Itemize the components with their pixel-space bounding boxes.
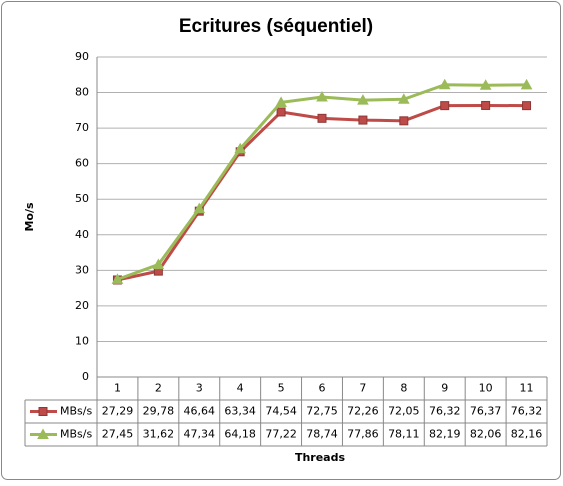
chart-title: Ecritures (séquentiel): [179, 16, 373, 37]
table-value: 76,37: [470, 405, 502, 418]
marker: [317, 113, 327, 123]
marker: [357, 94, 369, 105]
table-value: 46,64: [184, 405, 216, 418]
marker: [520, 78, 533, 90]
marker: [193, 202, 206, 214]
marker: [479, 79, 492, 90]
table-value: 76,32: [511, 405, 543, 418]
table-value: 82,19: [429, 428, 461, 441]
table-value: 82,06: [470, 428, 502, 441]
x-tick-label: 3: [196, 382, 203, 395]
y-tick-label: 80: [75, 86, 89, 99]
marker: [438, 78, 451, 90]
table-value: 29,78: [143, 405, 175, 418]
marker: [275, 96, 287, 107]
marker: [234, 142, 247, 154]
marker: [276, 107, 286, 117]
table-value: 27,29: [102, 405, 134, 418]
marker: [38, 407, 48, 416]
x-tick-label: 9: [441, 382, 448, 395]
x-tick-label: 8: [400, 382, 407, 395]
marker: [358, 115, 368, 125]
table-value: 78,74: [306, 428, 338, 441]
table-value: 78,11: [388, 428, 420, 441]
table-value: 31,62: [143, 428, 175, 441]
x-tick-label: 6: [319, 382, 326, 395]
legend-label: MBs/s: [60, 405, 92, 418]
y-tick-label: 90: [75, 50, 89, 63]
marker: [397, 93, 410, 104]
table-value: 77,86: [347, 428, 379, 441]
marker: [152, 258, 165, 270]
table-value: 64,18: [224, 428, 256, 441]
table-value: 72,26: [347, 405, 379, 418]
table-value: 27,45: [102, 428, 134, 441]
table-value: 72,75: [306, 405, 338, 418]
x-tick-label: 4: [237, 382, 244, 395]
x-axis-label: Threads: [295, 451, 346, 464]
marker: [399, 116, 409, 126]
x-tick-label: 11: [520, 382, 534, 395]
y-tick-label: 70: [75, 121, 89, 134]
table-value: 82,16: [511, 428, 543, 441]
table-value: 47,34: [184, 428, 216, 441]
y-tick-label: 30: [75, 263, 89, 276]
table-value: 72,05: [388, 405, 420, 418]
y-tick-label: 60: [75, 157, 89, 170]
x-tick-label: 7: [359, 382, 366, 395]
marker: [37, 428, 49, 439]
table-value: 77,22: [265, 428, 297, 441]
table-value: 74,54: [265, 405, 297, 418]
y-tick-label: 20: [75, 299, 89, 312]
x-tick-label: 2: [155, 382, 162, 395]
table-value: 76,32: [429, 405, 461, 418]
y-tick-label: 0: [82, 370, 89, 383]
x-tick-label: 10: [479, 382, 493, 395]
marker: [316, 91, 328, 102]
y-tick-label: 50: [75, 192, 89, 205]
y-axis-label: Mo/s: [23, 202, 36, 232]
y-tick-label: 40: [75, 228, 89, 241]
legend-label: MBs/s: [60, 428, 92, 441]
y-tick-label: 10: [75, 334, 89, 347]
x-tick-label: 5: [278, 382, 285, 395]
marker: [481, 100, 491, 110]
x-tick-label: 1: [114, 382, 121, 395]
marker: [111, 273, 124, 284]
marker: [440, 101, 450, 111]
table-value: 63,34: [224, 405, 256, 418]
marker: [522, 101, 532, 111]
